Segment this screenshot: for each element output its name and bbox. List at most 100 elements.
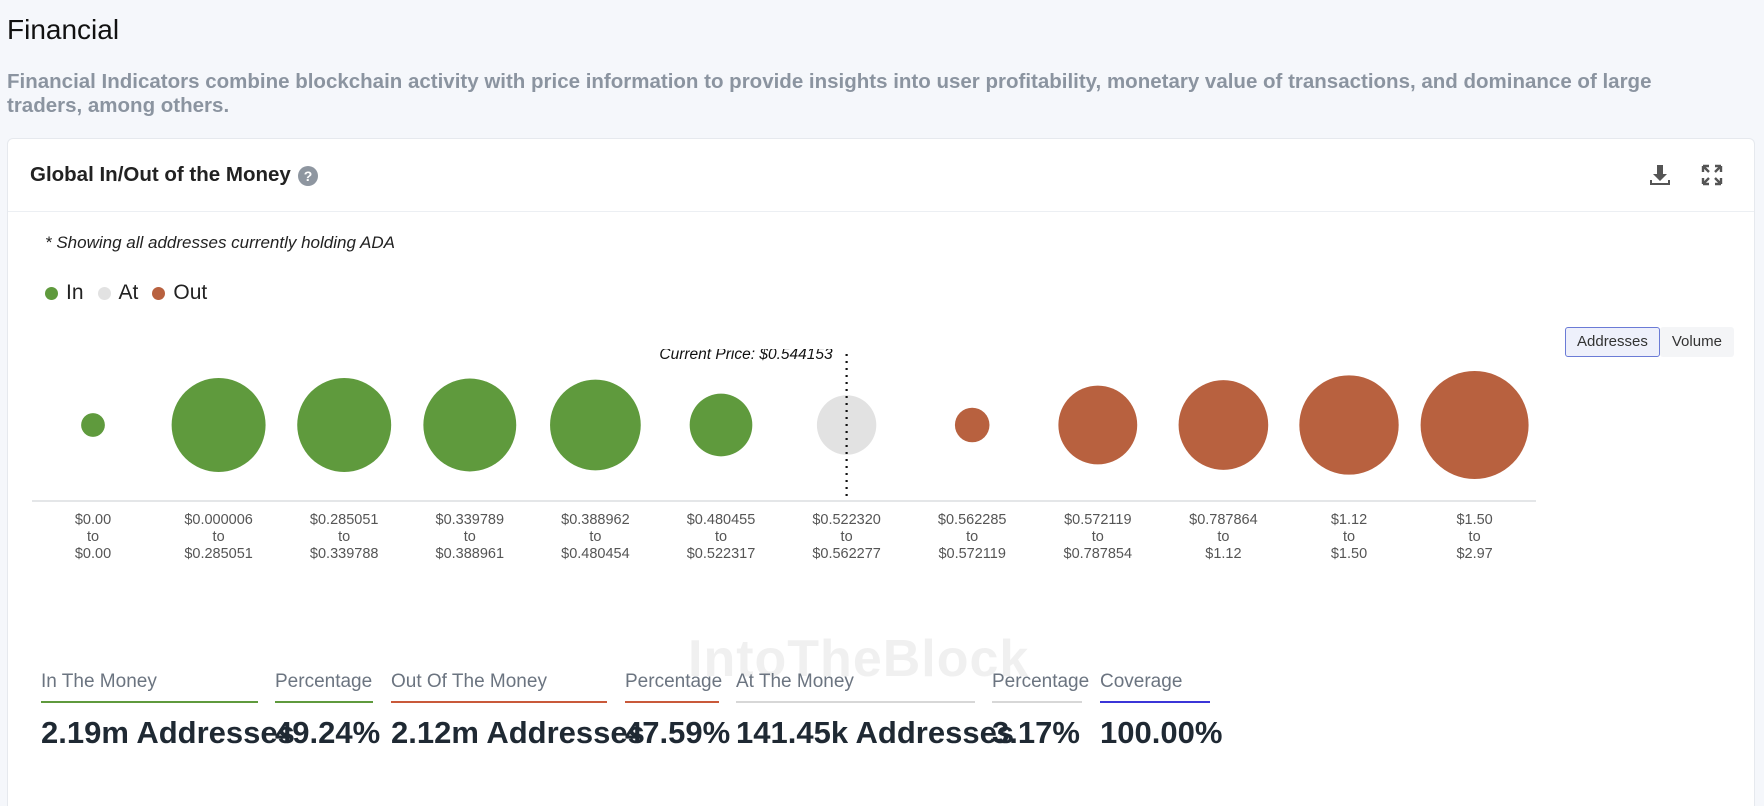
tick-label-from-8: $0.572119: [1064, 512, 1131, 528]
tick-label-from-4: $0.388962: [561, 512, 630, 528]
stat-value-3: 47.59%: [625, 715, 731, 750]
tick-label-sep-0: to: [87, 529, 99, 545]
tick-label-to-3: $0.388961: [436, 546, 505, 562]
legend-at-dot: [97, 286, 111, 300]
stat-underline-4: [736, 701, 975, 703]
legend-at[interactable]: At: [97, 281, 139, 305]
addresses-toggle-button[interactable]: Addresses: [1565, 327, 1660, 357]
tick-label-sep-4: to: [589, 529, 601, 545]
stat-label-3: Percentage: [625, 671, 723, 692]
stat-2: Out Of The Money 2.12m Addresses: [391, 671, 645, 751]
legend-out-label: Out: [173, 281, 208, 304]
chart-legend: In At Out: [45, 281, 221, 305]
tick-label-sep-3: to: [464, 529, 476, 545]
stat-label-0: In The Money: [41, 671, 157, 692]
bubble-0[interactable]: [81, 413, 105, 437]
stat-5: Percentage 3.17%: [992, 671, 1090, 751]
legend-in[interactable]: In: [45, 281, 84, 305]
tick-label-sep-1: to: [213, 529, 225, 545]
bubble-1[interactable]: [171, 378, 266, 472]
tick-label-from-6: $0.522320: [812, 512, 881, 528]
help-icon[interactable]: ?: [298, 166, 318, 186]
tick-label-from-5: $0.480455: [687, 512, 756, 528]
stat-value-5: 3.17%: [992, 715, 1080, 750]
bubble-7[interactable]: [954, 407, 990, 443]
tick-label-to-2: $0.339788: [310, 546, 379, 562]
tick-label-from-3: $0.339789: [436, 512, 505, 528]
stat-underline-6: [1100, 701, 1210, 703]
tick-label-from-0: $0.00: [75, 512, 111, 528]
legend-in-dot: [45, 286, 58, 300]
tick-label-from-2: $0.285051: [310, 512, 379, 528]
stat-label-5: Percentage: [992, 671, 1090, 692]
download-icon[interactable]: [1646, 161, 1674, 189]
stat-value-6: 100.00%: [1100, 715, 1223, 750]
tick-label-sep-10: to: [1343, 529, 1355, 545]
tick-label-sep-9: to: [1217, 529, 1229, 545]
stat-label-4: At The Money: [736, 671, 854, 692]
stat-value-2: 2.12m Addresses: [391, 715, 645, 750]
stat-4: At The Money 141.45k Addresses: [736, 671, 1015, 751]
stat-3: Percentage 47.59%: [625, 671, 731, 751]
stat-value-4: 141.45k Addresses: [736, 715, 1015, 750]
tick-label-to-6: $0.562277: [812, 546, 881, 562]
tick-label-to-8: $0.787854: [1064, 546, 1133, 562]
legend-out-dot: [152, 286, 166, 300]
bubble-8[interactable]: [1058, 385, 1138, 465]
bubble-3[interactable]: [423, 378, 517, 472]
tick-label-sep-2: to: [338, 529, 350, 545]
bubble-5[interactable]: [689, 393, 753, 457]
card-title: Global In/Out of the Money: [30, 163, 291, 186]
section-description: Financial Indicators combine blockchain …: [7, 70, 1652, 117]
tick-label-to-10: $1.50: [1331, 546, 1367, 562]
ioom-card: Global In/Out of the Money ? * Showing a…: [7, 138, 1755, 806]
stat-label-2: Out Of The Money: [391, 671, 547, 692]
current-price-label: Current Price: $0.544153: [659, 349, 833, 363]
bubble-2[interactable]: [297, 378, 392, 472]
stat-underline-3: [625, 701, 719, 703]
card-header: Global In/Out of the Money ?: [8, 139, 1754, 212]
stat-value-1: 49.24%: [275, 715, 381, 750]
bubble-10[interactable]: [1299, 375, 1399, 475]
tick-label-to-11: $2.97: [1456, 546, 1492, 562]
stat-6: Coverage 100.00%: [1100, 671, 1223, 751]
tick-label-from-11: $1.50: [1456, 512, 1492, 528]
stat-underline-5: [992, 701, 1082, 703]
stat-underline-2: [391, 701, 607, 703]
tick-label-sep-7: to: [966, 529, 978, 545]
stat-label-6: Coverage: [1100, 671, 1183, 692]
tick-label-sep-5: to: [715, 529, 727, 545]
tick-label-from-1: $0.000006: [184, 512, 253, 528]
tick-label-from-10: $1.12: [1331, 512, 1367, 528]
volume-toggle-button[interactable]: Volume: [1659, 327, 1734, 357]
bubble-9[interactable]: [1178, 380, 1269, 470]
tick-label-to-9: $1.12: [1205, 546, 1241, 562]
tick-label-from-7: $0.562285: [938, 512, 1007, 528]
stat-0: In The Money 2.19m Addresses: [41, 671, 295, 751]
stat-underline-0: [41, 701, 258, 703]
tick-label-to-7: $0.572119: [938, 546, 1005, 562]
watermark-text: IntoTheBlock: [688, 630, 1030, 688]
ioom-bubble-chart: $0.00to$0.00$0.000006to$0.285051$0.28505…: [32, 349, 1536, 562]
stat-label-1: Percentage: [275, 671, 373, 692]
holding-note: * Showing all addresses currently holdin…: [45, 233, 395, 252]
tick-label-to-4: $0.480454: [561, 546, 630, 562]
expand-icon[interactable]: [1698, 161, 1726, 189]
bubble-11[interactable]: [1420, 371, 1529, 479]
tick-label-to-1: $0.285051: [184, 546, 253, 562]
stat-value-0: 2.19m Addresses: [41, 715, 295, 750]
page-title: Financial: [7, 14, 120, 45]
stat-1: Percentage 49.24%: [275, 671, 381, 751]
metric-toggle: Addresses Volume: [1565, 327, 1734, 357]
bubble-4[interactable]: [550, 379, 641, 471]
tick-label-sep-8: to: [1092, 529, 1104, 545]
tick-label-sep-6: to: [841, 529, 853, 545]
tick-label-to-0: $0.00: [75, 546, 111, 562]
tick-label-to-5: $0.522317: [687, 546, 756, 562]
legend-at-label: At: [118, 281, 139, 304]
legend-out[interactable]: Out: [152, 281, 207, 305]
tick-label-sep-11: to: [1469, 529, 1481, 545]
stat-underline-1: [275, 701, 373, 703]
tick-label-from-9: $0.787864: [1189, 512, 1258, 528]
legend-in-label: In: [66, 281, 84, 304]
